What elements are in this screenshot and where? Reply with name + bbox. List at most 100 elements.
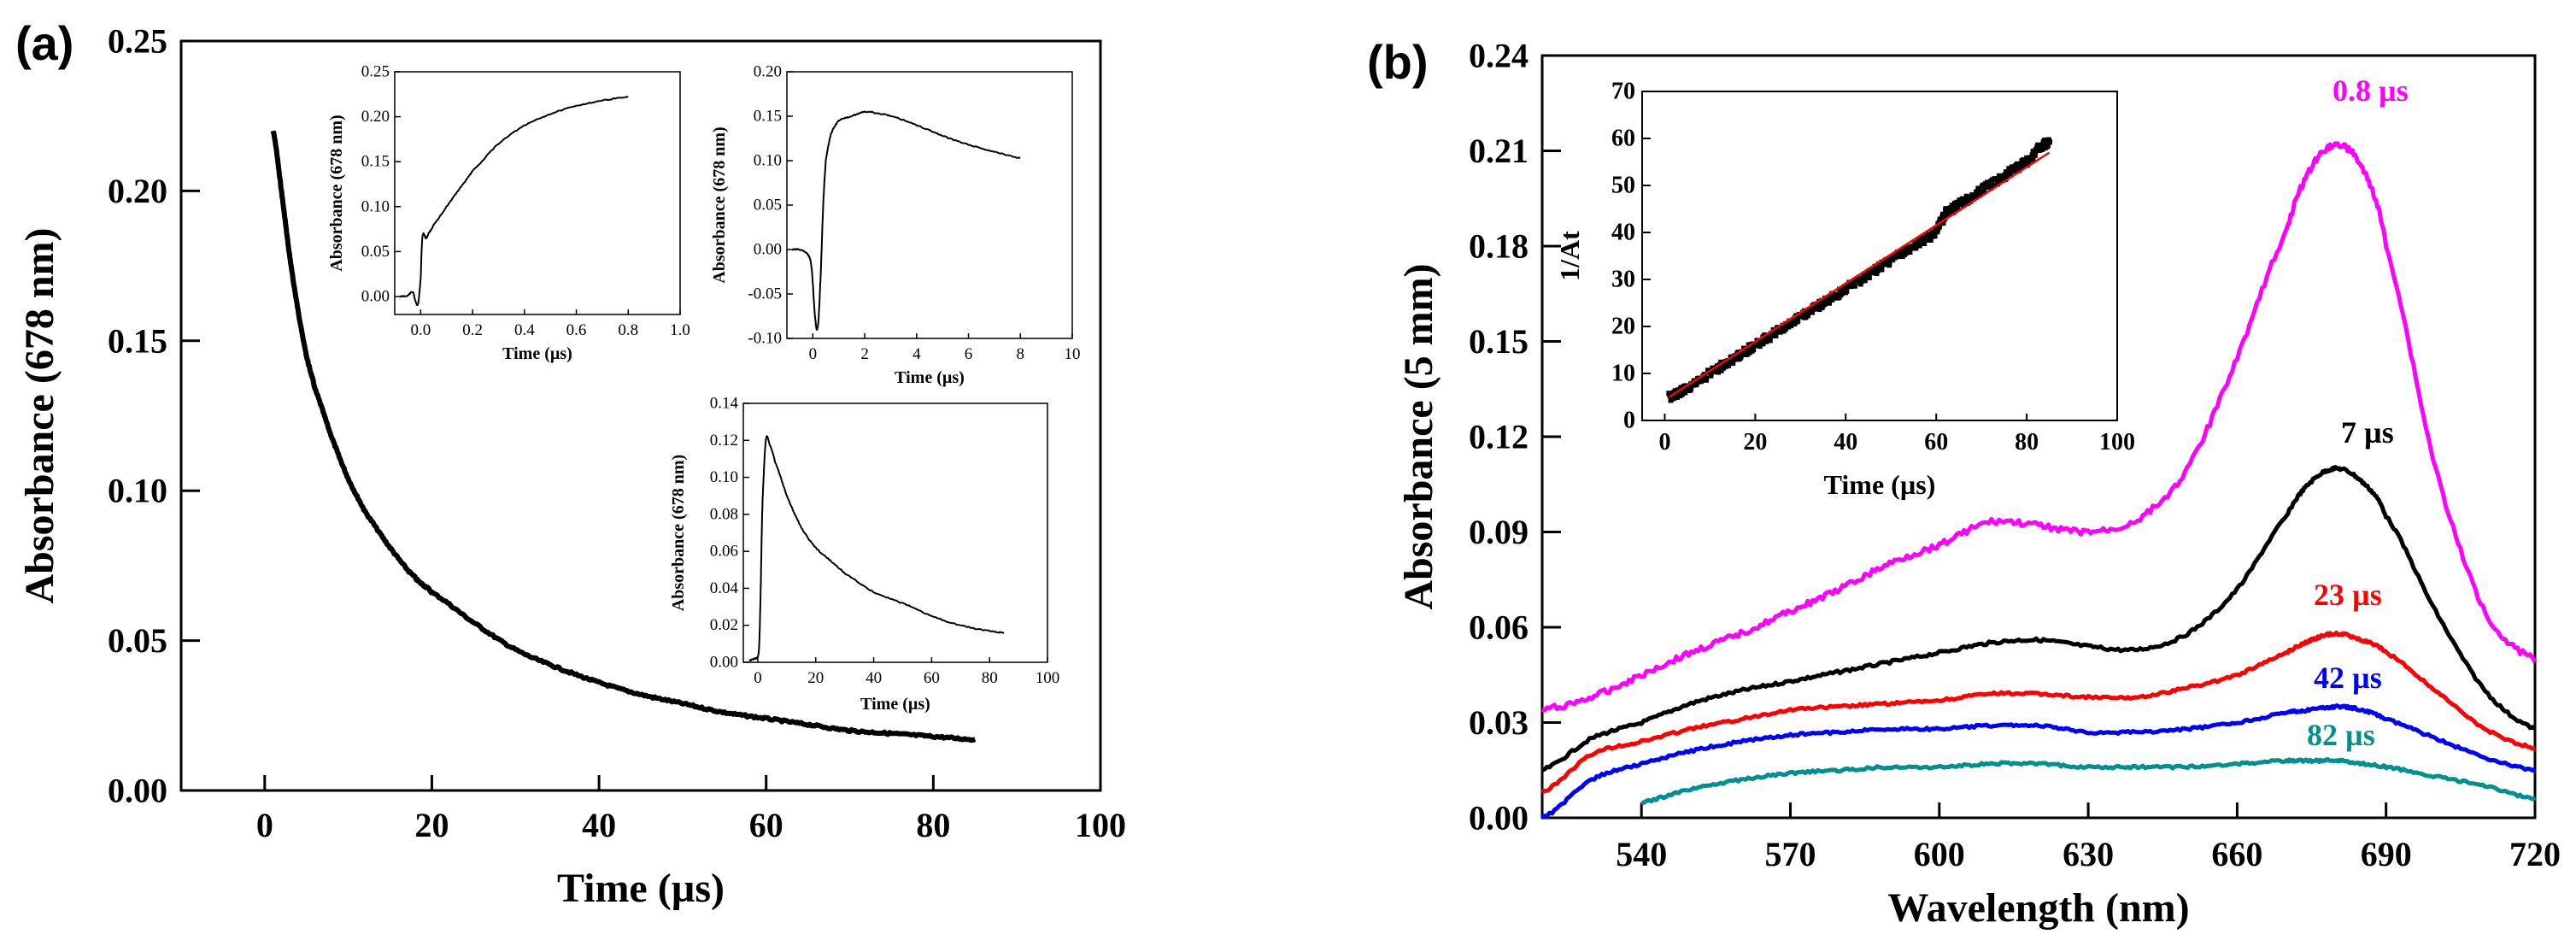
a-inset1-frame — [394, 71, 681, 315]
b-main-ytick-label: 0.24 — [1469, 37, 1529, 75]
b-main-xtick-label: 570 — [1765, 835, 1816, 873]
b-inset-ytick-label: 40 — [1611, 220, 1635, 246]
b-main-ylabel: Absorbance (5 mm) — [1396, 263, 1441, 609]
b-main-xtick-label: 630 — [2063, 835, 2114, 873]
b-inset-point — [1773, 332, 1779, 338]
b-inset-point — [1949, 203, 1955, 209]
b-inset-point — [1693, 382, 1699, 388]
b-inset-point — [1955, 204, 1961, 210]
a-main-xtick-label: 80 — [916, 806, 950, 844]
b-inset-ytick-label: 20 — [1611, 314, 1635, 340]
b-inset-point — [1932, 233, 1938, 239]
a-main-ytick-label: 0.05 — [108, 621, 167, 660]
a-inset1-ytick-label: 0.20 — [361, 108, 390, 126]
a-inset2-ytick-label: -0.05 — [748, 285, 782, 303]
a-inset2-xtick-label: 8 — [1017, 345, 1025, 363]
b-inset-point — [1976, 189, 1982, 195]
a-inset1-ytick-label: 0.00 — [361, 287, 390, 305]
b-inset-point — [1995, 181, 2001, 187]
b-inset-point — [1928, 237, 1933, 243]
b-inset-point — [1805, 313, 1811, 319]
a-inset2-ytick-label: 0.05 — [754, 197, 782, 214]
b-inset-ytick-label: 70 — [1611, 79, 1635, 105]
a-inset3-ytick-label: 0.00 — [710, 654, 738, 672]
b-main-xtick-label: 720 — [2509, 835, 2561, 873]
b-inset-point — [1974, 194, 1980, 200]
panel-label-a: (a) — [15, 16, 73, 70]
b-inset-point — [1862, 277, 1868, 283]
b-inset-point — [1757, 338, 1763, 344]
b-inset-point — [1688, 385, 1694, 391]
b-inset-point — [1726, 362, 1732, 368]
b-inset-xtick-label: 60 — [1924, 429, 1948, 455]
b-inset-point — [1777, 329, 1783, 335]
b-inset-point — [1887, 261, 1892, 267]
b-inset-ylabel: 1/At — [1554, 231, 1585, 281]
b-series-line — [1540, 631, 2536, 795]
a-inset2-background — [787, 72, 1072, 338]
b-inset-axes: 0 20 40 60 80 100 0 10 20 30 40 50 60 70 Time (µs) 1/At — [1554, 79, 2135, 501]
a-inset2-curve — [791, 110, 1021, 331]
b-inset-point — [1730, 361, 1736, 367]
b-inset-point — [1981, 188, 1987, 194]
b-inset-xtick-label: 80 — [2015, 429, 2039, 455]
b-inset-ytick-label: 30 — [1611, 267, 1635, 293]
b-inset-point — [1932, 230, 1938, 236]
a-inset2-axes: 0 2 4 6 8 10 -0.10 -0.05 0.00 0.05 0.10 0.15 0.20 Tim… — [710, 63, 1081, 388]
a-main-ytick-label: 0.20 — [108, 172, 167, 210]
b-series-line — [1541, 465, 2537, 773]
b-inset-point — [1852, 283, 1858, 289]
b-inset-ytick-label: 10 — [1611, 361, 1635, 387]
b-series-line — [1540, 703, 2537, 820]
b-inset-point — [1936, 224, 1942, 230]
b-inset-point — [1885, 257, 1891, 263]
a-inset3-ytick-label: 0.02 — [710, 616, 738, 634]
b-inset-point — [1810, 307, 1816, 313]
b-inset-point — [2025, 160, 2031, 166]
a-inset1-xtick-label: 0.0 — [410, 321, 431, 339]
b-inset-ytick-label: 50 — [1611, 173, 1635, 199]
b-inset-xtick-label: 100 — [2099, 429, 2135, 455]
b-inset-xlabel: Time (µs) — [1824, 469, 1936, 500]
a-main-xtick-label: 0 — [256, 806, 273, 844]
b-inset-point — [1788, 323, 1794, 329]
b-inset-point — [1757, 343, 1763, 349]
a-inset1-xtick-label: 0.2 — [462, 321, 483, 339]
b-main-ytick-label: 0.21 — [1469, 132, 1529, 170]
a-inset2-xlabel: Time (µs) — [895, 368, 965, 387]
a-main-ytick-label: 0.15 — [108, 321, 167, 360]
a-inset3-background — [743, 403, 1047, 662]
b-inset-point — [1875, 267, 1881, 273]
b-inset-point — [1977, 192, 1983, 198]
b-inset-point — [1856, 279, 1862, 285]
b-inset-point — [2004, 174, 2010, 180]
b-series-0 — [1541, 141, 2538, 713]
b-inset-ytick-label: 60 — [1611, 126, 1635, 152]
b-inset-point — [1838, 287, 1844, 293]
b-inset-point — [1819, 297, 1825, 303]
a-inset2-ytick-label: 0.15 — [754, 108, 782, 126]
a-inset2-ytick-label: 0.10 — [754, 152, 782, 170]
b-inset-point — [1879, 262, 1885, 267]
a-main-axes: 0 20 40 60 80 1000.000.050.100.150.200.25Time… — [17, 22, 1126, 912]
a-inset3-xtick-label: 60 — [924, 669, 940, 687]
b-main-ytick-label: 0.18 — [1469, 227, 1529, 266]
a-inset3-curve — [748, 435, 1005, 662]
b-inset-point — [1934, 229, 1940, 235]
b-inset-frame — [1641, 91, 2118, 421]
a-main-ytick-label: 0.00 — [108, 772, 167, 810]
b-main-ytick-label: 0.03 — [1469, 703, 1529, 742]
b-series-label: 42 µs — [2314, 661, 2382, 695]
panel-label-b: (b) — [1367, 35, 1429, 89]
b-inset-point — [1816, 307, 1822, 313]
b-inset-point — [1773, 330, 1779, 336]
b-series-line — [1640, 757, 2537, 805]
b-inset-point — [1991, 183, 1997, 189]
b-inset-point — [1876, 261, 1882, 267]
b-inset-point — [1679, 387, 1685, 393]
a-inset1-xtick-label: 0.8 — [618, 321, 638, 339]
b-main-xtick-label: 540 — [1616, 835, 1667, 873]
a-inset1-axes: 0.0 0.2 0.4 0.6 0.8 1.0 0.00 0.05 0.10 0.15 0.20 0.… — [327, 63, 690, 364]
b-main-ytick-label: 0.09 — [1469, 513, 1529, 551]
